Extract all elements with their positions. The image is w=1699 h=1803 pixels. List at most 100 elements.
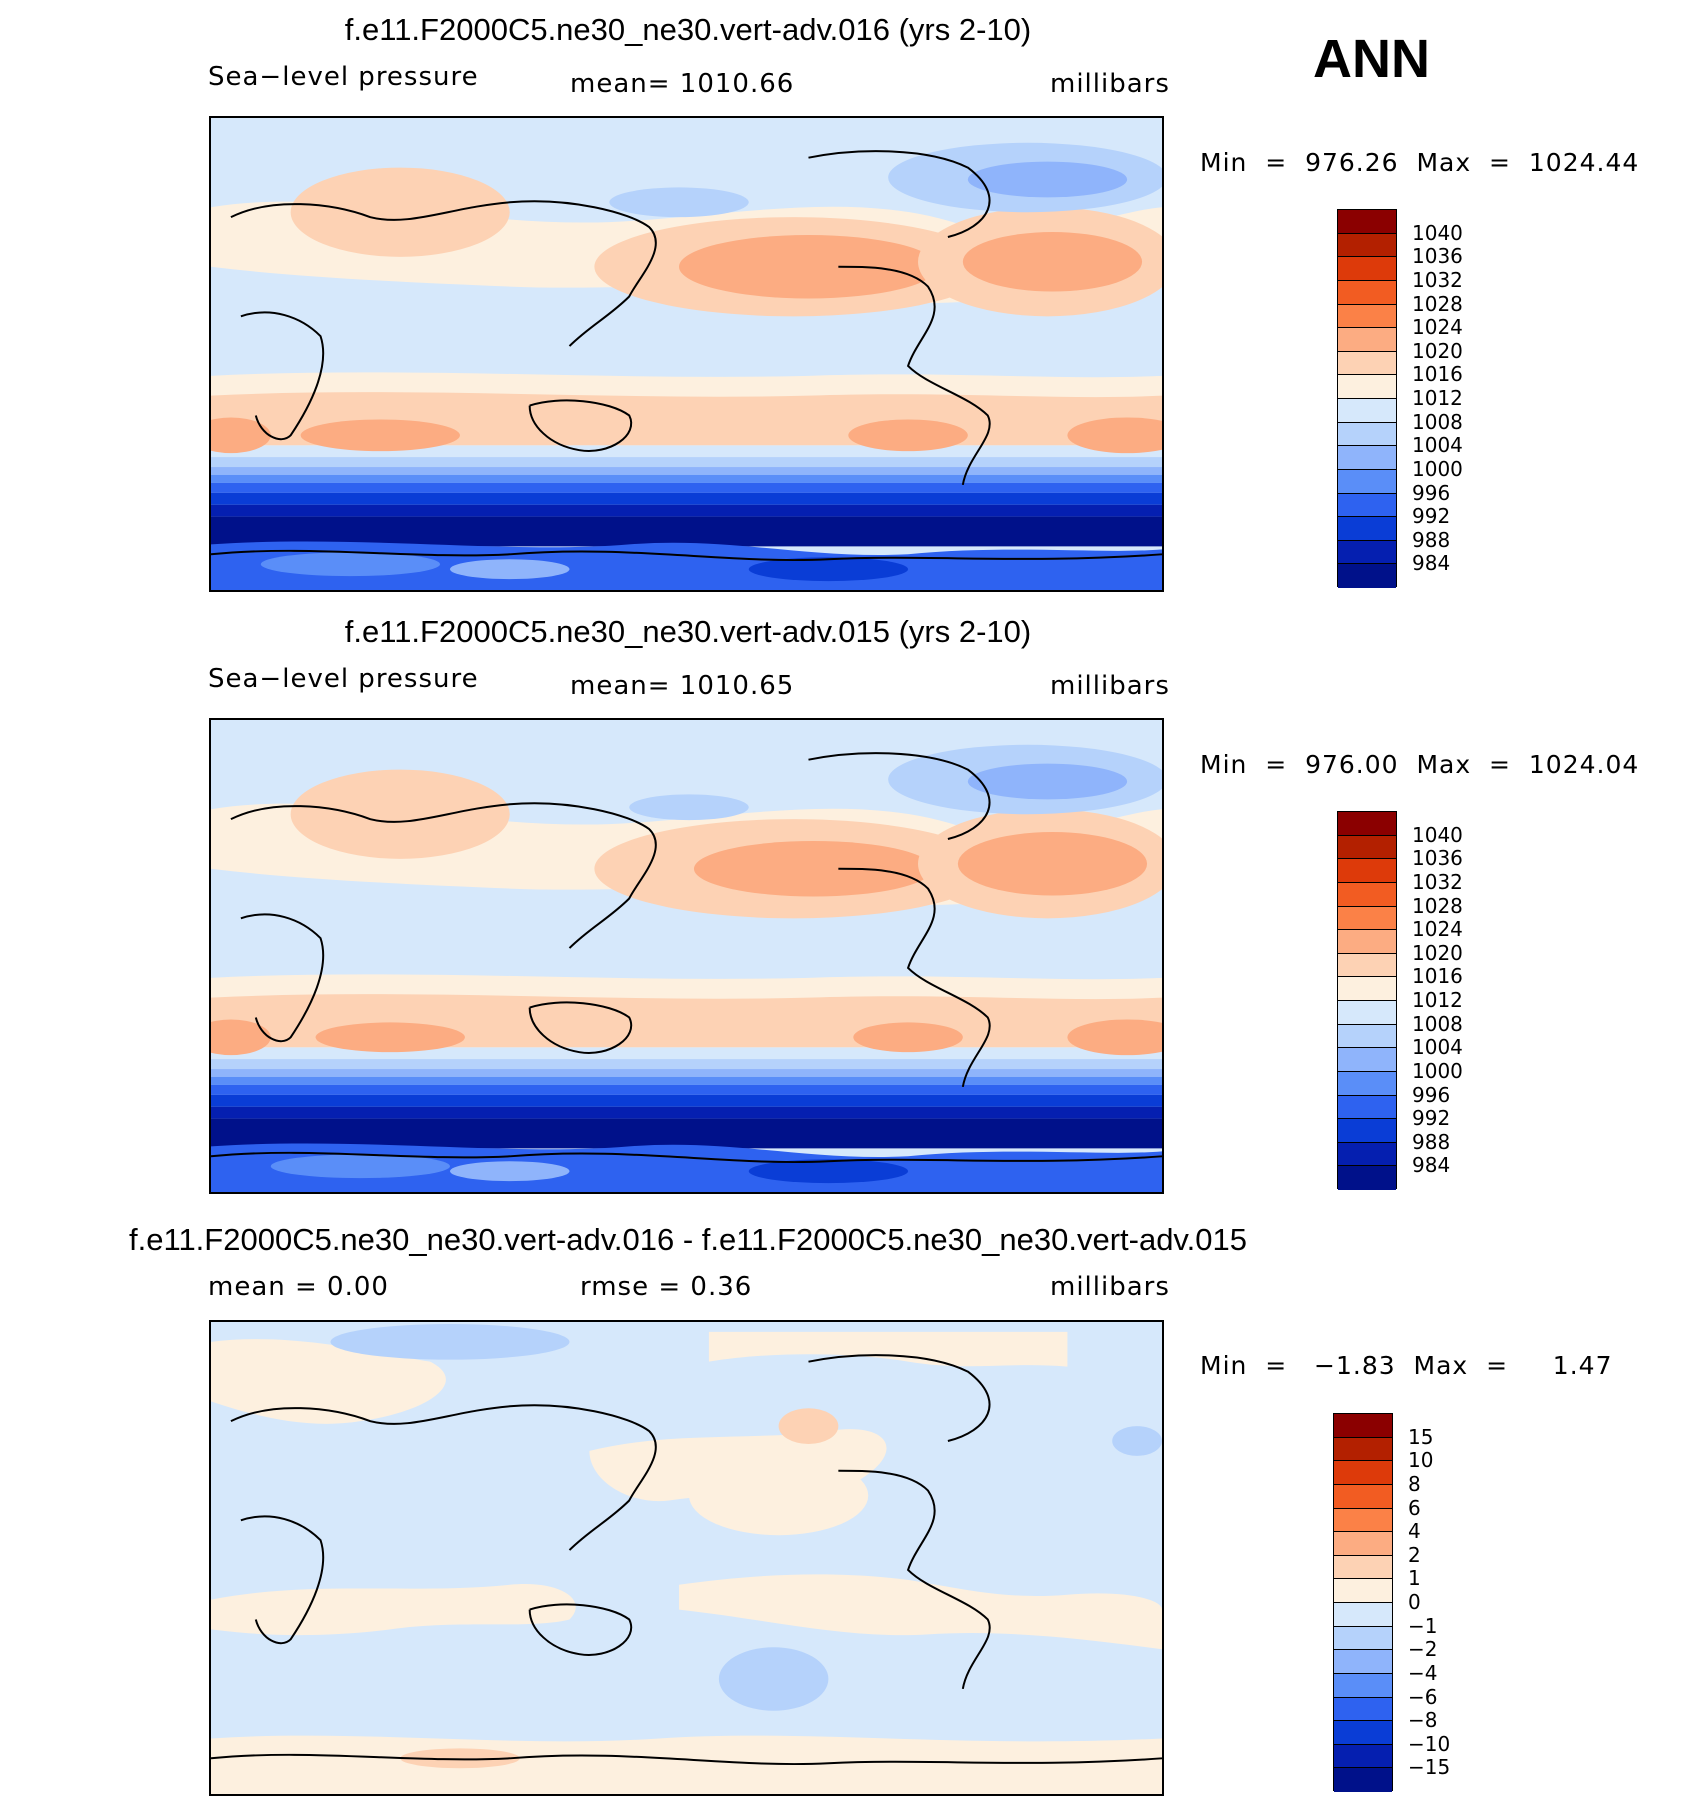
colorbar-segment: [1338, 1142, 1396, 1167]
colorbar-label: 1: [1408, 1566, 1421, 1591]
colorbar-label: 1024: [1412, 917, 1463, 942]
colorbar-segment: [1338, 399, 1396, 423]
colorbar-segment: [1334, 1768, 1392, 1792]
colorbar-label: −15: [1408, 1755, 1451, 1780]
colorbar-label: 0: [1408, 1590, 1421, 1614]
colorbar-segment: [1334, 1744, 1392, 1769]
colorbar-segment: [1338, 328, 1396, 352]
colorbar-label: 2: [1408, 1542, 1421, 1567]
colorbar-segment: [1338, 1071, 1396, 1096]
colorbar-segment: [1338, 1024, 1396, 1049]
colorbar-segment: [1338, 1095, 1396, 1120]
panel1-colorbar: [1337, 209, 1397, 588]
colorbar-segment: [1338, 280, 1396, 305]
colorbar-label: 1008: [1412, 409, 1463, 434]
colorbar-label: 992: [1412, 1106, 1451, 1131]
colorbar-label: 10: [1408, 1448, 1434, 1473]
panel2-map: [209, 718, 1164, 1194]
panel2-mean: mean= 1010.65: [570, 671, 795, 701]
panel3-units: millibars: [1050, 1272, 1170, 1302]
colorbar-label: 1036: [1412, 846, 1463, 871]
colorbar-label: −2: [1408, 1637, 1438, 1662]
panel3-rmse: rmse = 0.36: [580, 1272, 753, 1302]
colorbar-label: −1: [1408, 1613, 1438, 1638]
colorbar-segment: [1338, 977, 1396, 1001]
panel1-map: [209, 116, 1164, 592]
colorbar-label: 1028: [1412, 291, 1463, 316]
colorbar-label: 4: [1408, 1519, 1421, 1544]
colorbar-segment: [1334, 1650, 1392, 1674]
season-label: ANN: [1313, 29, 1430, 89]
colorbar-segment: [1338, 859, 1396, 883]
colorbar-segment: [1338, 1048, 1396, 1072]
colorbar-segment: [1338, 835, 1396, 860]
colorbar-segment: [1334, 1414, 1392, 1438]
colorbar-label: −8: [1408, 1708, 1438, 1733]
colorbar-label: 1000: [1412, 456, 1463, 481]
colorbar-label: 992: [1412, 504, 1451, 529]
colorbar-segment: [1334, 1484, 1392, 1509]
panel2-colorbar: [1337, 811, 1397, 1190]
colorbar-label: 1028: [1412, 893, 1463, 918]
colorbar-segment: [1338, 257, 1396, 281]
colorbar-segment: [1338, 375, 1396, 399]
colorbar-label: 1040: [1412, 220, 1463, 245]
colorbar-label: 15: [1408, 1424, 1434, 1449]
colorbar-segment: [1338, 906, 1396, 931]
colorbar-segment: [1338, 812, 1396, 836]
colorbar-segment: [1338, 351, 1396, 376]
colorbar-segment: [1334, 1697, 1392, 1722]
colorbar-segment: [1338, 469, 1396, 494]
colorbar-label: 1020: [1412, 940, 1463, 965]
colorbar-label: 1012: [1412, 386, 1463, 410]
colorbar-label: −10: [1408, 1731, 1451, 1756]
colorbar-label: 1008: [1412, 1011, 1463, 1036]
colorbar-label: 1000: [1412, 1058, 1463, 1083]
colorbar-label: 1004: [1412, 1035, 1463, 1060]
panel1-variable: Sea−level pressure: [208, 62, 479, 92]
colorbar-label: 996: [1412, 1082, 1451, 1107]
panel1-title: f.e11.F2000C5.ne30_ne30.vert-adv.016 (yr…: [344, 12, 1032, 47]
panel3-colorbar: [1333, 1413, 1393, 1792]
colorbar-segment: [1338, 564, 1396, 588]
colorbar-segment: [1334, 1721, 1392, 1745]
colorbar-segment: [1334, 1555, 1392, 1580]
colorbar-label: 1016: [1412, 964, 1463, 989]
colorbar-label: 1004: [1412, 433, 1463, 458]
colorbar-segment: [1334, 1579, 1392, 1603]
colorbar-label: 984: [1412, 551, 1451, 576]
colorbar-segment: [1338, 210, 1396, 234]
colorbar-label: 1016: [1412, 362, 1463, 387]
colorbar-segment: [1338, 953, 1396, 978]
colorbar-segment: [1334, 1461, 1392, 1485]
panel2-title: f.e11.F2000C5.ne30_ne30.vert-adv.015 (yr…: [344, 614, 1032, 649]
colorbar-segment: [1334, 1508, 1392, 1533]
colorbar-segment: [1338, 304, 1396, 329]
colorbar-segment: [1338, 233, 1396, 258]
colorbar-segment: [1338, 1001, 1396, 1025]
colorbar-segment: [1338, 446, 1396, 470]
colorbar-segment: [1338, 540, 1396, 565]
colorbar-segment: [1338, 1166, 1396, 1190]
colorbar-segment: [1338, 422, 1396, 447]
colorbar-label: 1032: [1412, 267, 1463, 292]
panel3-map: [209, 1320, 1164, 1796]
panel1-minmax: Min = 976.26 Max = 1024.44: [1200, 148, 1640, 177]
panel3-title: f.e11.F2000C5.ne30_ne30.vert-adv.016 - f…: [129, 1222, 1247, 1257]
colorbar-label: 996: [1412, 480, 1451, 505]
colorbar-label: −4: [1408, 1660, 1438, 1685]
colorbar-label: 1032: [1412, 869, 1463, 894]
colorbar-segment: [1334, 1437, 1392, 1462]
panel3-mean: mean = 0.00: [208, 1272, 389, 1302]
colorbar-label: 8: [1408, 1471, 1421, 1496]
panel1-units: millibars: [1050, 69, 1170, 99]
colorbar-label: 6: [1408, 1495, 1421, 1520]
colorbar-label: 1024: [1412, 315, 1463, 340]
colorbar-label: 1036: [1412, 244, 1463, 269]
colorbar-segment: [1334, 1673, 1392, 1698]
colorbar-label: 984: [1412, 1153, 1451, 1178]
colorbar-segment: [1338, 517, 1396, 541]
colorbar-segment: [1334, 1603, 1392, 1627]
panel2-units: millibars: [1050, 671, 1170, 701]
colorbar-label: 988: [1412, 1129, 1451, 1154]
